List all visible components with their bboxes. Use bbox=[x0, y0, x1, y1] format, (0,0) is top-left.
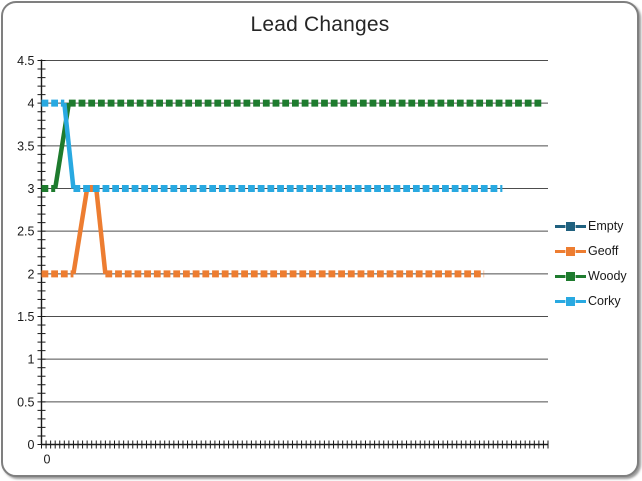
legend-marker-icon bbox=[555, 221, 586, 232]
legend-marker-icon bbox=[555, 296, 586, 307]
y-tick-label: 1.5 bbox=[17, 310, 34, 324]
legend-item-woody[interactable]: Woody bbox=[555, 264, 627, 289]
legend-marker-icon bbox=[555, 246, 586, 257]
series-segment-geoff bbox=[71, 188, 90, 275]
series-segment-geoff bbox=[94, 188, 108, 275]
legend-item-empty[interactable]: Empty bbox=[555, 214, 627, 239]
legend-label: Corky bbox=[588, 294, 621, 309]
legend-label: Empty bbox=[588, 219, 624, 234]
y-tick-label: 4.5 bbox=[17, 54, 34, 68]
legend-label: Woody bbox=[588, 269, 627, 284]
y-tick-label: 4 bbox=[28, 97, 35, 111]
y-tick-label: 2.5 bbox=[17, 225, 34, 239]
y-tick-label: 2 bbox=[28, 267, 35, 281]
chart-title: Lead Changes bbox=[250, 13, 390, 36]
y-tick-label: 0 bbox=[28, 438, 35, 452]
y-tick-label: 3 bbox=[28, 182, 35, 196]
legend-marker-icon bbox=[555, 271, 586, 282]
y-tick-label: 0.5 bbox=[17, 395, 34, 409]
legend-item-geoff[interactable]: Geoff bbox=[555, 239, 627, 264]
series-segment-corky bbox=[62, 102, 76, 189]
legend-item-corky[interactable]: Corky bbox=[555, 289, 627, 314]
legend: Empty Geoff Woody Corky bbox=[555, 214, 627, 314]
plot-area[interactable]: 0 0.5 1 1.5 2 2.5 3 3.5 4 4.5 0 bbox=[3, 3, 639, 477]
y-tick-label: 3.5 bbox=[17, 139, 34, 153]
legend-label: Geoff bbox=[588, 244, 619, 259]
y-tick-label: 1 bbox=[28, 353, 35, 367]
x-tick-label: 0 bbox=[44, 453, 51, 467]
